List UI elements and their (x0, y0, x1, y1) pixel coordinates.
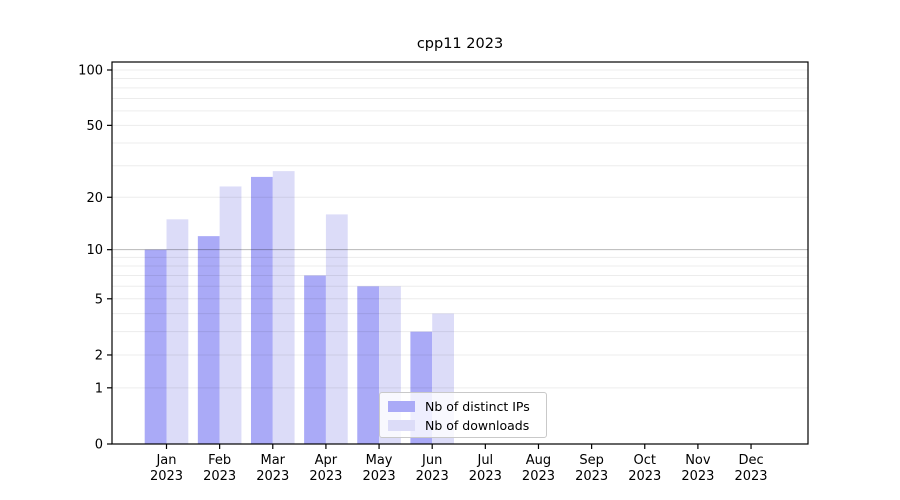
bar-distinct-ips-jan (144, 249, 167, 444)
x-tick-label-year-dec: 2023 (734, 469, 767, 484)
bar-distinct-ips-apr (304, 275, 326, 444)
bar-downloads-jan (166, 219, 189, 444)
x-tick-label-month-oct: Oct (634, 453, 656, 468)
x-tick-label-year-sep: 2023 (575, 469, 608, 484)
y-tick-label-2: 2 (95, 348, 103, 363)
y-tick-label-100: 100 (78, 63, 103, 78)
legend-label-downloads: Nb of downloads (425, 418, 530, 433)
x-tick-label-year-jun: 2023 (416, 469, 449, 484)
chart-title: cpp11 2023 (416, 36, 504, 52)
bar-downloads-feb (219, 186, 242, 444)
x-tick-label-year-aug: 2023 (522, 469, 555, 484)
y-tick-label-5: 5 (95, 292, 103, 307)
legend-entry-downloads: Nb of downloads (388, 416, 546, 435)
y-tick-label-0: 0 (95, 438, 103, 453)
axes-frame (111, 61, 809, 445)
x-tick-label-year-jul: 2023 (469, 469, 502, 484)
x-tick-label-month-sep: Sep (579, 453, 604, 468)
bar-downloads-mar (272, 171, 295, 445)
legend-entry-distinct-ips: Nb of distinct IPs (388, 397, 546, 416)
legend-swatch-downloads (388, 420, 415, 431)
x-tick-label-year-may: 2023 (363, 469, 396, 484)
x-tick-label-month-jun: Jun (421, 453, 442, 468)
bar-distinct-ips-feb (197, 236, 220, 444)
y-tick-label-1: 1 (95, 381, 103, 396)
x-tick-label-month-mar: Mar (261, 453, 286, 468)
bar-distinct-ips-mar (250, 176, 273, 444)
y-tick-label-10: 10 (86, 243, 103, 258)
x-tick-label-month-apr: Apr (315, 453, 338, 468)
x-tick-label-year-nov: 2023 (681, 469, 714, 484)
y-tick-label-20: 20 (86, 191, 103, 206)
x-tick-label-year-apr: 2023 (309, 469, 342, 484)
legend: Nb of distinct IPs Nb of downloads (379, 392, 547, 438)
y-tick-label-50: 50 (86, 119, 103, 134)
legend-swatch-distinct-ips (388, 401, 415, 412)
x-tick-label-month-nov: Nov (685, 453, 711, 468)
bar-downloads-apr (325, 214, 348, 444)
bar-distinct-ips-may (357, 286, 380, 444)
x-tick-label-month-jan: Jan (155, 453, 176, 468)
x-tick-label-year-feb: 2023 (203, 469, 236, 484)
x-tick-label-year-mar: 2023 (256, 469, 289, 484)
x-tick-label-year-oct: 2023 (628, 469, 661, 484)
legend-label-distinct-ips: Nb of distinct IPs (425, 399, 530, 414)
x-tick-label-year-jan: 2023 (150, 469, 183, 484)
x-tick-label-month-may: May (366, 453, 393, 468)
x-tick-label-month-aug: Aug (526, 453, 551, 468)
x-tick-label-month-jul: Jul (476, 453, 493, 468)
x-tick-label-month-dec: Dec (738, 453, 763, 468)
x-tick-label-month-feb: Feb (208, 453, 231, 468)
